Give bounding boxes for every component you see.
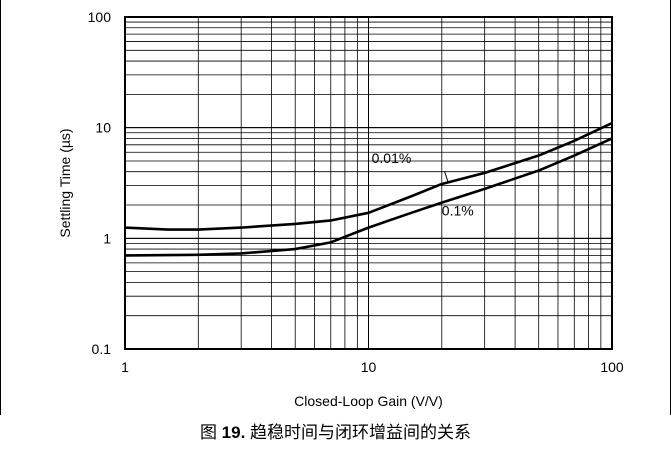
x-tick-label: 10 [361,359,377,375]
grid [124,16,613,350]
tick-labels: 1 10 100 0.1 1 10 100 [88,9,624,375]
series-line-1 [124,137,613,257]
figure-caption: 图 19. 趋稳时间与闭环增益间的关系 [0,418,671,443]
series-label-0-01pct: 0.01% [372,150,412,166]
series-lines [124,121,613,257]
y-tick-label: 10 [95,120,111,136]
x-tick-label: 1 [121,359,129,375]
series-label-0-1pct: 0.1% [442,203,474,219]
settling-time-chart: 1 10 100 0.1 1 10 100 Closed-Loop Gain (V/V) S… [0,0,671,415]
caption-prefix: 图 [199,423,217,442]
y-tick-label: 1 [103,230,111,246]
leader-line-0-01pct [443,170,449,182]
caption-text: 趋稳时间与闭环增益间的关系 [250,423,472,442]
series-line-0 [124,121,613,231]
y-tick-label: 0.1 [92,341,112,357]
x-axis-label: Closed-Loop Gain (V/V) [294,393,443,409]
x-tick-label: 100 [600,359,624,375]
y-tick-label: 100 [88,9,112,25]
plot-frame [124,16,613,350]
caption-figure-number: 19. [221,423,246,442]
y-axis-label: Settling Time (µs) [57,128,73,237]
